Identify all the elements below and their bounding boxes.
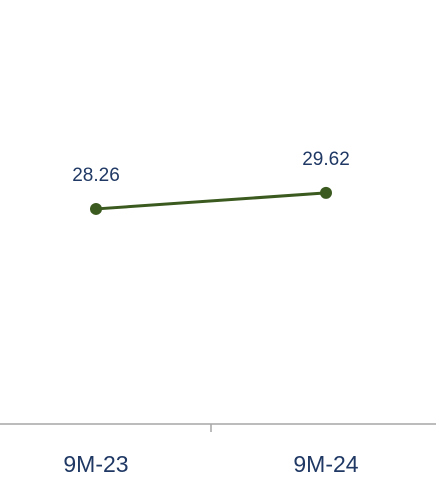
x-tick-label: 9M-24 — [293, 451, 358, 477]
data-label: 29.62 — [302, 149, 350, 170]
data-label: 28.26 — [72, 165, 120, 186]
line — [95, 191, 327, 211]
point — [90, 202, 102, 215]
x-tick-label: 9M-23 — [63, 451, 128, 477]
point — [320, 186, 332, 199]
